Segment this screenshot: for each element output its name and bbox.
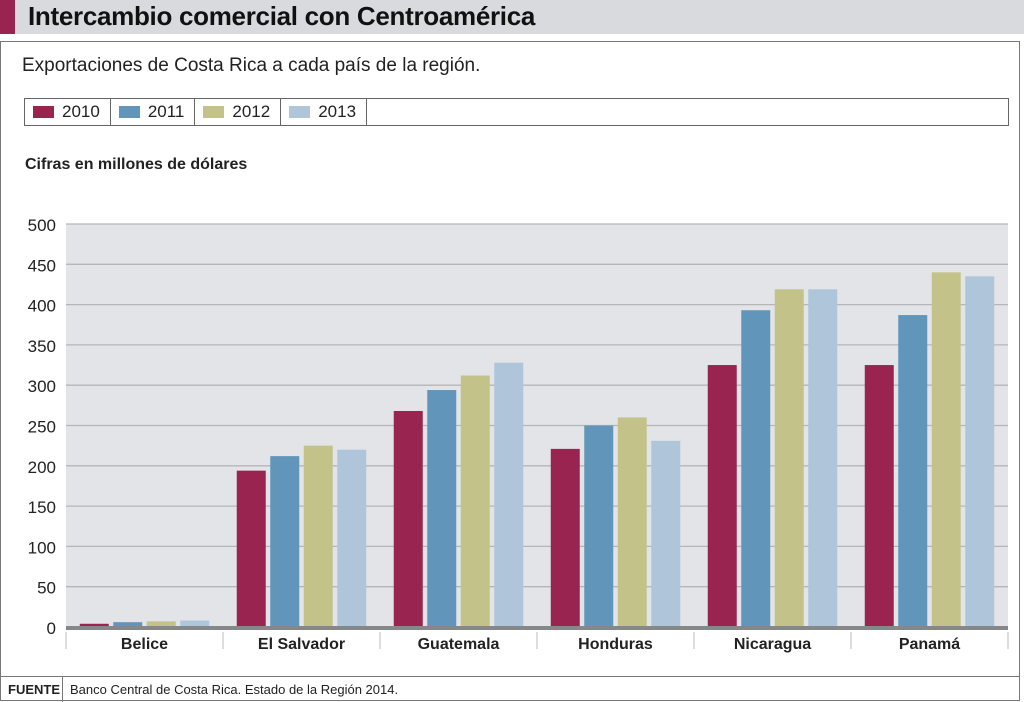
x-category-label: Nicaragua bbox=[734, 636, 811, 653]
bar-2011 bbox=[898, 315, 928, 627]
bar-2012 bbox=[460, 375, 490, 627]
y-tick-label: 350 bbox=[28, 337, 56, 356]
bar-2012 bbox=[931, 272, 961, 627]
footer-source-text: Banco Central de Costa Rica. Estado de l… bbox=[70, 682, 399, 697]
bar-2013 bbox=[651, 440, 681, 627]
x-category-label: Guatemala bbox=[418, 636, 500, 653]
legend-item-2010: 2010 bbox=[25, 99, 111, 125]
bar-2010 bbox=[707, 365, 737, 627]
bar-2010 bbox=[864, 365, 894, 627]
title-accent bbox=[0, 0, 15, 34]
legend-swatch bbox=[118, 106, 140, 118]
chart-frame bbox=[0, 41, 1020, 701]
legend-swatch bbox=[203, 106, 225, 118]
y-tick-label: 300 bbox=[28, 377, 56, 396]
y-tick-label: 0 bbox=[47, 619, 56, 638]
y-tick-label: 250 bbox=[28, 418, 56, 437]
bar-2013 bbox=[965, 276, 995, 627]
bar-2012 bbox=[774, 289, 804, 627]
footer-divider bbox=[0, 676, 1020, 677]
chart-subtitle: Exportaciones de Costa Rica a cada país … bbox=[22, 55, 481, 76]
bar-2010 bbox=[236, 470, 266, 627]
bar-chart: 0 50 100 150 200 250 300 350 400 450 500 Belice El S… bbox=[28, 216, 1009, 653]
bar-2010 bbox=[79, 623, 109, 627]
legend-label: 2012 bbox=[232, 102, 271, 121]
y-tick-label: 150 bbox=[28, 498, 56, 517]
x-axis-baseline bbox=[66, 626, 1008, 630]
y-tick-label: 450 bbox=[28, 256, 56, 275]
x-category-label: Belice bbox=[121, 636, 168, 653]
bar-2011 bbox=[427, 390, 457, 627]
legend-label: 2013 bbox=[318, 102, 357, 121]
bar-2011 bbox=[584, 425, 614, 627]
bar-2012 bbox=[303, 445, 333, 627]
legend-label: 2011 bbox=[147, 102, 185, 121]
bar-2012 bbox=[617, 417, 647, 627]
bar-2013 bbox=[808, 289, 838, 627]
bar-2011 bbox=[270, 456, 300, 627]
bar-2010 bbox=[550, 448, 580, 627]
legend-item-2013: 2013 bbox=[281, 99, 368, 125]
legend-label: 2010 bbox=[62, 102, 100, 121]
legend-item-2012: 2012 bbox=[195, 99, 282, 125]
chart-title: Intercambio comercial con Centroamérica bbox=[28, 1, 536, 31]
x-category-label: El Salvador bbox=[258, 636, 345, 653]
bar-2012 bbox=[146, 621, 176, 627]
title-bar bbox=[0, 0, 1024, 34]
legend-swatch bbox=[33, 106, 54, 118]
bar-2010 bbox=[393, 410, 423, 627]
legend-swatch bbox=[289, 106, 311, 118]
bar-2013 bbox=[337, 449, 367, 627]
y-tick-label: 50 bbox=[37, 579, 56, 598]
bar-2011 bbox=[113, 622, 143, 627]
x-category-label: Honduras bbox=[578, 636, 653, 653]
y-axis-unit-label: Cifras en millones de dólares bbox=[25, 156, 248, 173]
y-tick-label: 500 bbox=[28, 216, 56, 235]
bar-2013 bbox=[180, 620, 210, 627]
legend: 2010 2011 2012 2013 bbox=[24, 98, 1009, 126]
y-tick-label: 200 bbox=[28, 458, 56, 477]
y-tick-label: 100 bbox=[28, 538, 56, 557]
bar-2013 bbox=[494, 362, 524, 627]
footer-separator bbox=[62, 677, 63, 702]
x-category-label: Panamá bbox=[899, 636, 960, 653]
y-tick-label: 400 bbox=[28, 297, 56, 316]
legend-item-2011: 2011 bbox=[111, 99, 196, 125]
footer-source-label: FUENTE bbox=[8, 682, 60, 697]
bar-2011 bbox=[741, 310, 771, 627]
